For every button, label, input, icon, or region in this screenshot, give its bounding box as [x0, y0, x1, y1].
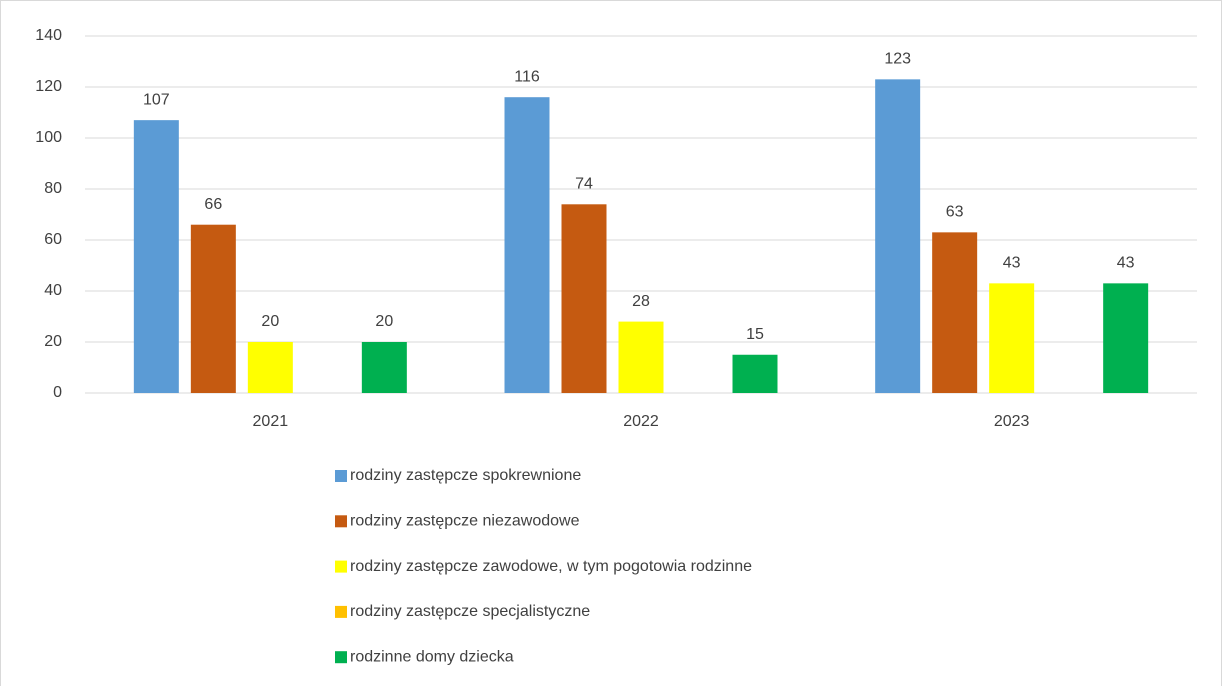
data-label: 66 [204, 196, 222, 213]
bar [504, 97, 550, 393]
data-label: 20 [261, 313, 279, 330]
legend-label: rodziny zastępcze specjalistyczne [350, 603, 590, 620]
y-tick-label: 40 [44, 282, 62, 299]
data-label: 20 [375, 313, 393, 330]
legend-swatch [335, 651, 347, 664]
data-label: 15 [746, 326, 764, 343]
bar [361, 342, 407, 393]
data-label: 107 [143, 91, 170, 108]
data-label: 116 [514, 68, 540, 85]
data-label: 74 [575, 176, 593, 193]
legend-swatch [335, 515, 347, 528]
y-tick-label: 20 [44, 333, 62, 350]
data-label: 63 [946, 204, 964, 221]
bar [561, 204, 607, 393]
bar [1103, 283, 1149, 393]
legend-swatch [335, 560, 347, 573]
data-label: 43 [1117, 255, 1135, 272]
y-tick-label: 100 [35, 129, 62, 146]
bar [190, 224, 236, 393]
bar [932, 232, 978, 393]
data-label: 123 [884, 51, 911, 68]
bar [247, 342, 293, 393]
bar [732, 354, 778, 393]
bar [618, 321, 664, 393]
y-tick-label: 60 [44, 231, 62, 248]
legend-swatch [335, 470, 347, 482]
bar [875, 79, 921, 393]
legend-label: rodziny zastępcze niezawodowe [350, 513, 580, 530]
legend-label: rodziny zastępcze spokrewnione [350, 467, 581, 484]
data-label: 43 [1003, 255, 1021, 272]
y-tick-label: 140 [35, 27, 62, 44]
data-label: 28 [632, 293, 650, 310]
x-tick-label: 2021 [253, 413, 289, 430]
bar [989, 283, 1035, 393]
legend-label: rodzinne domy dziecka [350, 648, 514, 665]
y-tick-label: 0 [53, 384, 62, 401]
x-tick-label: 2023 [994, 413, 1030, 430]
y-tick-label: 80 [44, 180, 62, 197]
x-tick-label: 2022 [623, 413, 659, 430]
y-tick-label: 120 [35, 78, 62, 95]
bar [133, 120, 179, 394]
legend-swatch [335, 605, 347, 618]
legend-label: rodziny zastępcze zawodowe, w tym pogoto… [350, 558, 752, 575]
